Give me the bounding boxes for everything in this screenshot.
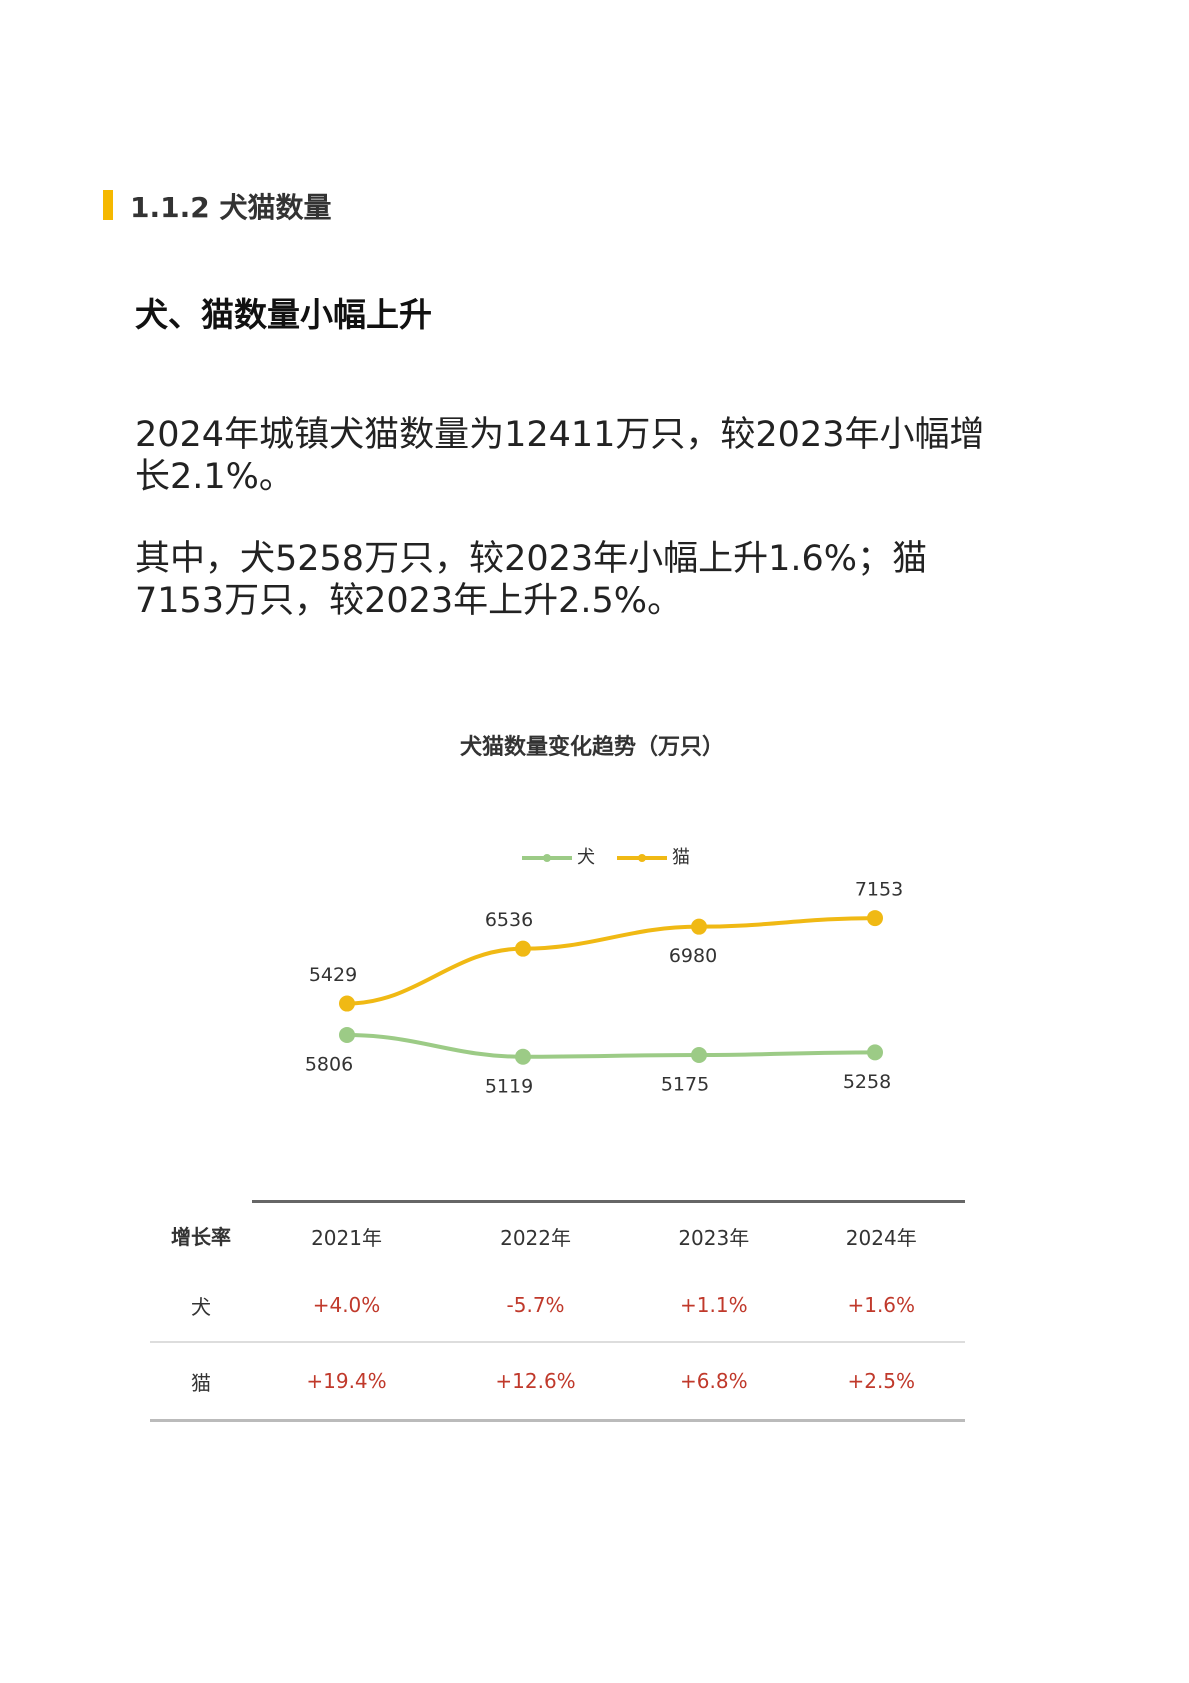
data-label: 5429 [309, 964, 357, 986]
table-cell: +19.4% [252, 1342, 442, 1422]
legend-marker [543, 854, 551, 862]
table-row: 猫 +19.4% +12.6% +6.8% +2.5% [150, 1342, 965, 1422]
table-cell: 2022年 [441, 1200, 631, 1269]
data-label: 5119 [485, 1075, 533, 1097]
data-point [515, 940, 531, 957]
data-label: 5258 [843, 1071, 891, 1093]
table-cell: 猫 [150, 1342, 252, 1422]
chart: 犬猫数量变化趋势（万只） 犬 猫 5806 5119 5175 5258 5429 6536 6… [305, 734, 903, 1097]
table-header: 增长率 2021年 2022年 2023年 2024年 [150, 1200, 965, 1269]
table-cell: 2021年 [252, 1200, 442, 1269]
section-marker [103, 190, 113, 220]
growth-table: 增长率 2021年 2022年 2023年 2024年 犬 +4.0% -5.7… [150, 1200, 965, 1422]
data-point [691, 918, 707, 935]
data-point [867, 910, 883, 927]
table-cell: +4.0% [252, 1269, 442, 1343]
data-point [339, 1026, 355, 1043]
chart-title: 犬猫数量变化趋势（万只） [460, 734, 724, 760]
paragraph: 2024年城镇犬猫数量为12411万只，较2023年小幅增长2.1%。 [135, 415, 985, 497]
table-cell: +1.6% [797, 1269, 965, 1343]
table-cell: +6.8% [630, 1342, 798, 1422]
legend-label: 犬 [577, 847, 595, 868]
data-label: 6980 [669, 945, 717, 967]
table-cell: 2023年 [630, 1200, 798, 1269]
data-point [515, 1048, 531, 1065]
data-label: 5175 [661, 1073, 709, 1095]
table-row: 犬 +4.0% -5.7% +1.1% +1.6% [150, 1269, 965, 1343]
legend-label: 猫 [672, 847, 690, 868]
headline: 犬、猫数量小幅上升 [135, 295, 432, 334]
table-cell: 增长率 [171, 1224, 231, 1249]
data-point [867, 1044, 883, 1061]
data-label: 6536 [485, 909, 533, 931]
data-point [339, 995, 355, 1012]
section-heading: 1.1.2 犬猫数量 [130, 191, 332, 224]
table-cell: +12.6% [441, 1342, 631, 1422]
table-cell: 犬 [150, 1269, 252, 1343]
table-cell: +1.1% [630, 1269, 798, 1343]
table-cell: +2.5% [797, 1342, 965, 1422]
table-cell: -5.7% [441, 1269, 631, 1343]
data-label: 7153 [855, 879, 903, 901]
data-label: 5806 [305, 1053, 353, 1075]
series-line [346, 1032, 876, 1059]
data-point [691, 1046, 707, 1063]
legend-marker [638, 854, 646, 862]
series-line [346, 916, 876, 1006]
table-cell: 2024年 [797, 1200, 965, 1269]
paragraph: 其中，犬5258万只，较2023年小幅上升1.6%；猫7153万只，较2023年… [135, 539, 928, 621]
